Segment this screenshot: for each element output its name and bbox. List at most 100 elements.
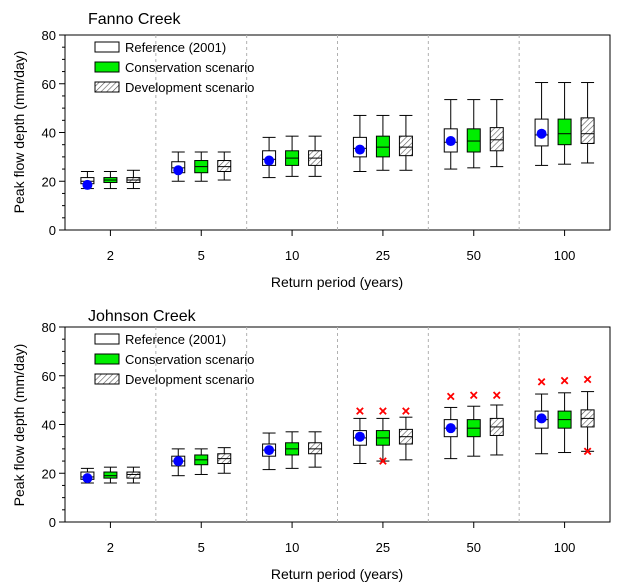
box-plots — [80, 82, 595, 190]
y-axis: 0 20 40 60 80 — [42, 320, 65, 530]
y-tick-label: 60 — [42, 77, 56, 92]
box-iqr — [217, 160, 232, 172]
y-tick-label: 0 — [49, 223, 56, 238]
legend-label: Reference (2001) — [125, 40, 226, 55]
box-iqr — [466, 128, 481, 153]
x-axis-label: Return period (years) — [271, 566, 403, 582]
legend-swatch — [94, 373, 120, 385]
legend-label: Conservation scenario — [125, 60, 254, 75]
legend-label: Conservation scenario — [125, 352, 254, 367]
category-dividers — [155, 35, 520, 230]
box-plot — [534, 82, 549, 166]
box-plot — [171, 448, 186, 477]
outlier-marker — [446, 392, 455, 401]
mean-marker — [445, 423, 456, 434]
y-axis: 0 20 40 60 80 — [42, 28, 65, 238]
box-plots — [80, 375, 595, 484]
x-tick-label: 25 — [376, 248, 390, 263]
legend-label: Development scenario — [125, 372, 254, 387]
box-plot — [126, 466, 141, 484]
legend-swatch — [94, 41, 120, 53]
box-plot — [262, 432, 277, 471]
box-plot — [103, 466, 118, 484]
box-plot — [285, 135, 300, 177]
y-tick-label: 40 — [42, 418, 56, 433]
category-dividers — [155, 327, 520, 522]
box-plot — [308, 135, 323, 177]
x-tick-label: 10 — [285, 248, 299, 263]
box-plot — [352, 114, 367, 172]
y-tick-label: 80 — [42, 320, 56, 335]
y-axis-label: Peak flow depth (mm/day) — [11, 344, 27, 507]
outlier-marker — [583, 375, 592, 384]
legend-swatch — [94, 353, 120, 365]
box-plot — [194, 448, 209, 475]
mean-marker — [536, 413, 547, 424]
y-tick-label: 80 — [42, 28, 56, 43]
box-plot — [171, 151, 186, 182]
panel-title: Fanno Creek — [88, 11, 181, 28]
x-tick-label: 100 — [554, 248, 576, 263]
box-plot — [126, 169, 141, 190]
box-plot — [103, 171, 118, 190]
mean-marker — [82, 179, 93, 190]
box-plot — [580, 82, 595, 164]
box-plot — [217, 447, 232, 474]
box-plot — [534, 378, 549, 455]
mean-marker — [82, 473, 93, 484]
x-tick-label: 5 — [198, 540, 205, 555]
box-plot — [80, 171, 95, 190]
x-axis: 2 5 10 25 50 100 — [107, 230, 576, 263]
legend: Reference (2001) Conservation scenario Dev… — [94, 40, 254, 95]
outlier-marker — [560, 376, 569, 385]
panel-title: Johnson Creek — [88, 308, 197, 325]
outlier-marker — [492, 391, 501, 400]
mean-marker — [354, 431, 365, 442]
y-tick-label: 20 — [42, 466, 56, 481]
outlier-marker — [356, 407, 364, 415]
box-plot — [80, 467, 95, 484]
outlier-marker — [583, 447, 592, 456]
box-iqr — [398, 135, 413, 157]
x-tick-label: 50 — [467, 540, 481, 555]
box-plot — [398, 114, 413, 171]
box-plot — [466, 99, 481, 169]
outlier-marker — [379, 457, 387, 465]
box-plot — [557, 82, 572, 165]
box-plot — [308, 431, 323, 468]
box-plot — [194, 151, 209, 182]
x-axis: 2 5 10 25 50 100 — [107, 522, 575, 555]
box-iqr — [308, 442, 323, 455]
mean-marker — [173, 165, 184, 176]
mean-marker — [445, 136, 456, 147]
mean-marker — [536, 128, 547, 139]
y-axis-label: Peak flow depth (mm/day) — [11, 51, 27, 214]
box-plot — [398, 407, 413, 461]
legend-swatch — [94, 61, 120, 73]
box-plot — [557, 376, 572, 454]
mean-marker — [354, 144, 365, 155]
mean-marker — [173, 456, 184, 467]
mean-marker — [264, 155, 275, 166]
box-plot — [375, 114, 390, 171]
box-plot — [285, 431, 300, 469]
x-tick-label: 2 — [107, 540, 114, 555]
box-plot — [262, 136, 277, 179]
x-tick-label: 5 — [198, 248, 205, 263]
box-plot — [217, 151, 232, 181]
box-plot — [443, 99, 458, 170]
box-iqr — [103, 471, 118, 479]
x-tick-label: 10 — [285, 540, 299, 555]
box-iqr — [557, 118, 572, 146]
y-tick-label: 0 — [49, 515, 56, 530]
legend: Reference (2001) Conservation scenario Dev… — [94, 332, 254, 387]
box-iqr — [489, 127, 504, 152]
x-tick-label: 2 — [107, 248, 114, 263]
mean-marker — [264, 445, 275, 456]
box-plot — [489, 99, 504, 168]
box-plot — [489, 391, 504, 456]
